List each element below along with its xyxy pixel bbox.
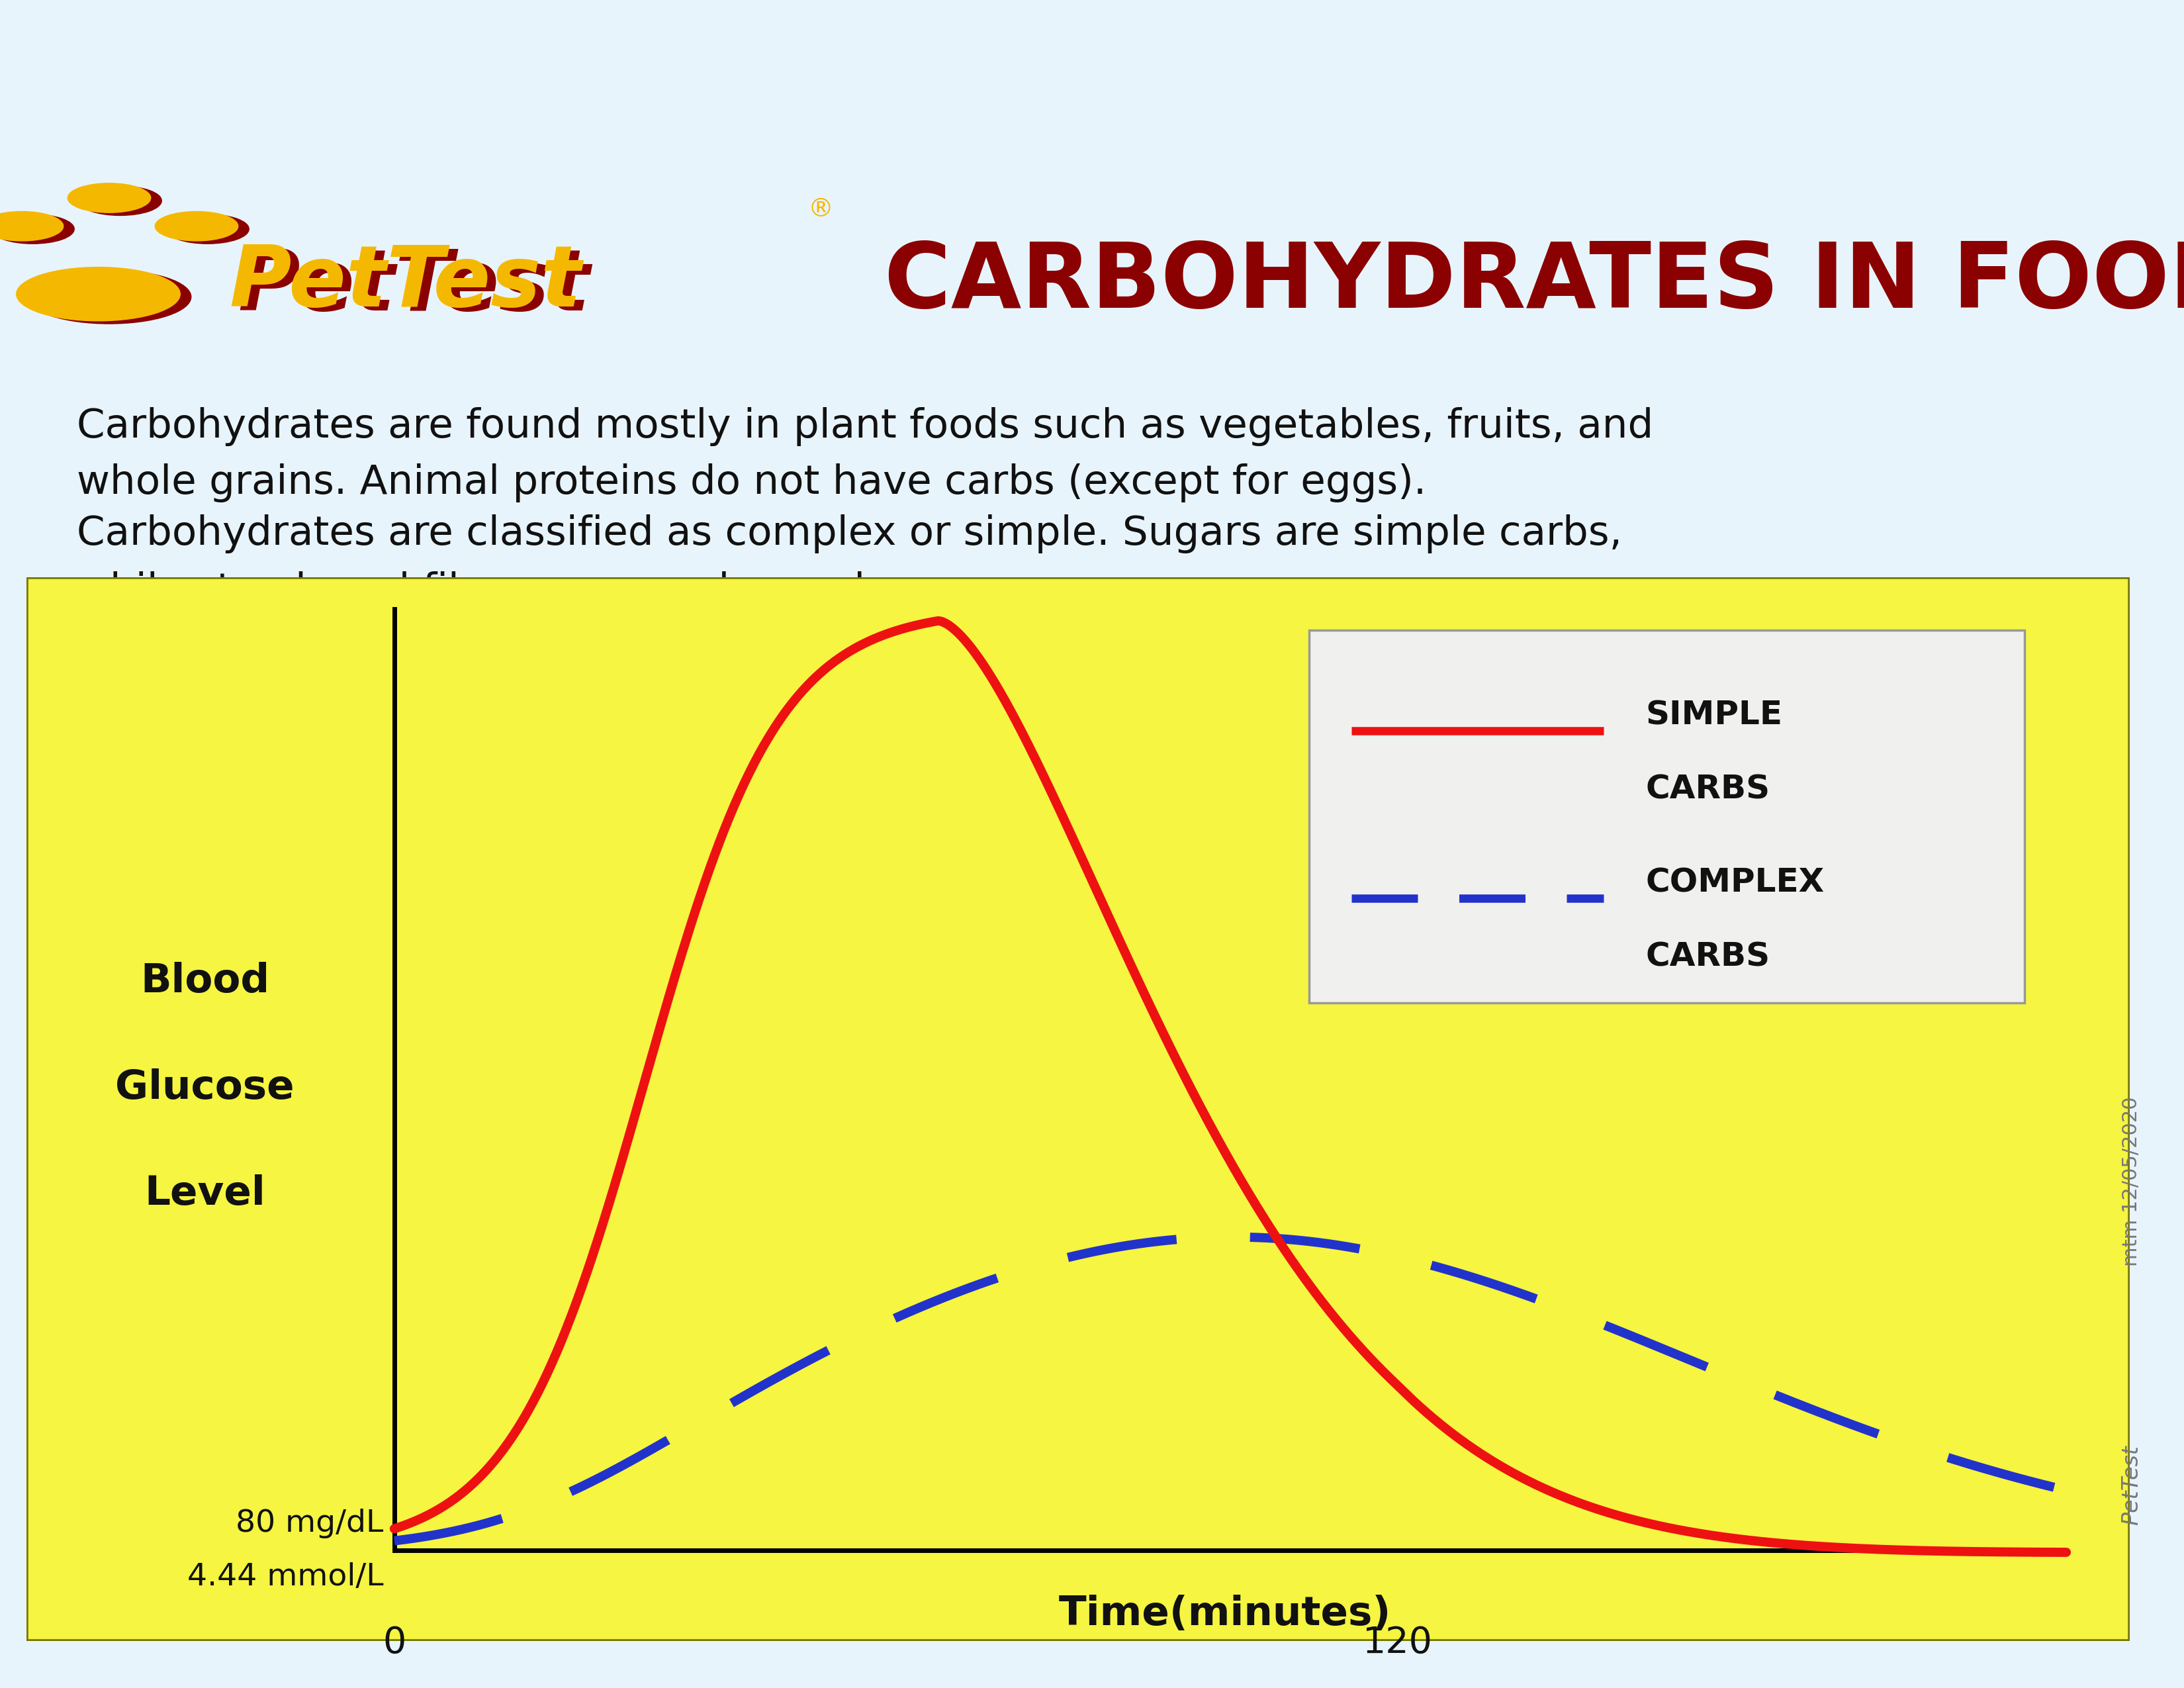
Text: CARBS: CARBS — [1647, 773, 1771, 805]
Text: whole grains. Animal proteins do not have carbs (except for eggs).: whole grains. Animal proteins do not hav… — [76, 464, 1426, 503]
Text: Glucose: Glucose — [116, 1069, 295, 1107]
Text: 80 mg/dL: 80 mg/dL — [236, 1509, 384, 1539]
Ellipse shape — [68, 184, 151, 213]
Ellipse shape — [155, 211, 238, 241]
Ellipse shape — [0, 214, 74, 243]
Text: 4.44 mmol/L: 4.44 mmol/L — [188, 1561, 384, 1592]
Ellipse shape — [17, 267, 179, 321]
Text: SIMPLE: SIMPLE — [1647, 699, 1782, 731]
Text: COMPLEX: COMPLEX — [1647, 866, 1824, 898]
Text: Time(minutes): Time(minutes) — [1059, 1595, 1391, 1634]
Ellipse shape — [79, 186, 162, 216]
Text: CARBS: CARBS — [1647, 940, 1771, 972]
Text: 120: 120 — [1363, 1626, 1433, 1661]
FancyBboxPatch shape — [1308, 630, 2025, 1003]
Text: mtm 12/05/2020: mtm 12/05/2020 — [2123, 1097, 2140, 1266]
Text: PetTest: PetTest — [2121, 1445, 2143, 1526]
Ellipse shape — [0, 211, 63, 241]
Text: CARBOHYDRATES IN FOOD: CARBOHYDRATES IN FOOD — [885, 238, 2184, 327]
Text: PetTest: PetTest — [229, 241, 581, 324]
Ellipse shape — [26, 270, 192, 324]
Text: ®: ® — [808, 196, 834, 221]
Text: while starch and fiber are complex carbs.: while starch and fiber are complex carbs… — [76, 571, 913, 609]
Text: 0: 0 — [382, 1626, 406, 1661]
Text: Blood: Blood — [140, 962, 269, 1001]
Text: Carbohydrates are classified as complex or simple. Sugars are simple carbs,: Carbohydrates are classified as complex … — [76, 515, 1623, 554]
Text: Carbohydrates are found mostly in plant foods such as vegetables, fruits, and: Carbohydrates are found mostly in plant … — [76, 407, 1653, 446]
Ellipse shape — [166, 214, 249, 243]
Text: PetTest: PetTest — [238, 246, 590, 329]
Text: Level: Level — [144, 1175, 266, 1214]
